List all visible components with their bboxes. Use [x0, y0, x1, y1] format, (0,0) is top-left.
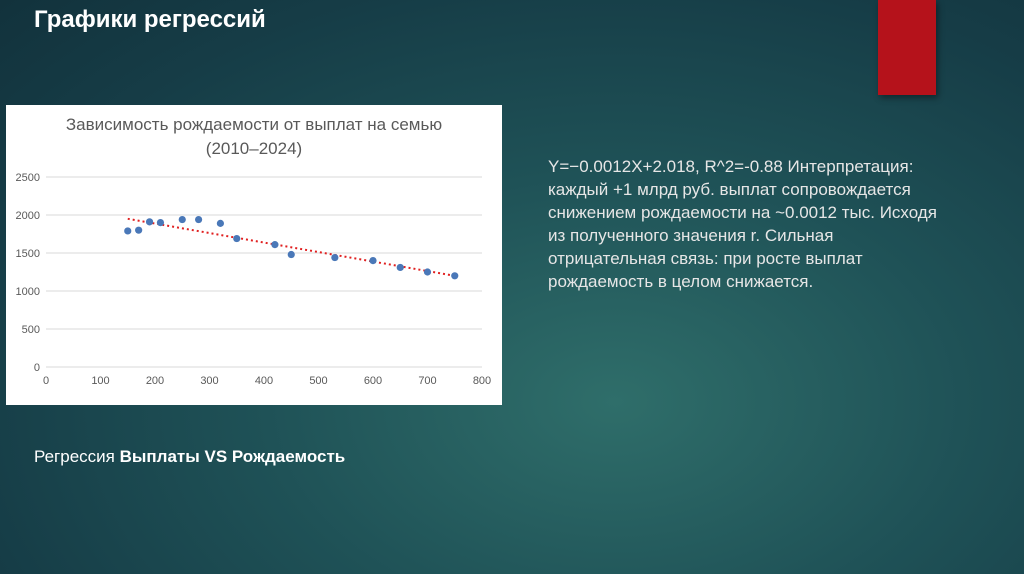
y-tick-label: 1500	[16, 248, 40, 260]
red-accent-tab	[878, 0, 936, 95]
y-tick-label: 2500	[16, 172, 40, 184]
chart-container: Зависимость рождаемости от выплат на сем…	[6, 105, 502, 405]
trendline	[127, 217, 455, 277]
x-tick-label: 400	[255, 375, 273, 387]
x-tick-label: 200	[146, 375, 164, 387]
caption-prefix: Регрессия	[34, 447, 120, 466]
caption-bold: Выплаты VS Рождаемость	[119, 447, 346, 466]
chart-title: Зависимость рождаемости от выплат на сем…	[6, 113, 502, 161]
data-point	[369, 257, 377, 265]
x-tick-label: 600	[364, 375, 382, 387]
data-point	[178, 215, 186, 224]
data-point	[331, 253, 339, 262]
x-tick-label: 500	[309, 375, 327, 387]
y-tick-label: 500	[22, 324, 40, 336]
y-tick-label: 1000	[16, 286, 40, 298]
data-point	[135, 226, 143, 234]
data-point	[233, 234, 241, 243]
x-tick-label: 100	[91, 375, 109, 387]
data-point	[287, 250, 295, 259]
x-tick-label: 0	[43, 375, 49, 387]
x-tick-label: 300	[200, 375, 218, 387]
slide-caption: Регрессия Выплаты VS Рождаемость	[34, 447, 345, 467]
slide-title: Графики регрессий	[34, 6, 266, 33]
chart-title-line2: (2010–2024)	[205, 139, 303, 158]
regression-description: Y=−0.0012X+2.018, R^2=-0.88 Интерпретаци…	[548, 157, 937, 291]
data-point	[271, 241, 279, 249]
x-tick-label: 800	[473, 375, 491, 387]
x-tick-label: 700	[418, 375, 436, 387]
data-point	[423, 268, 432, 276]
data-point	[145, 218, 154, 226]
y-tick-label: 2000	[16, 210, 40, 222]
data-point	[156, 219, 165, 227]
data-point	[195, 215, 203, 224]
chart-title-line1: Зависимость рождаемости от выплат на сем…	[65, 115, 443, 134]
data-point	[216, 219, 224, 227]
y-tick-label: 0	[34, 362, 40, 374]
data-point	[451, 272, 459, 280]
data-point	[124, 227, 132, 235]
scatter-chart: 0 500 1000 1500 2000 2500 0 100 200 300 400 500 600 7…	[16, 172, 492, 387]
data-point	[396, 263, 404, 272]
